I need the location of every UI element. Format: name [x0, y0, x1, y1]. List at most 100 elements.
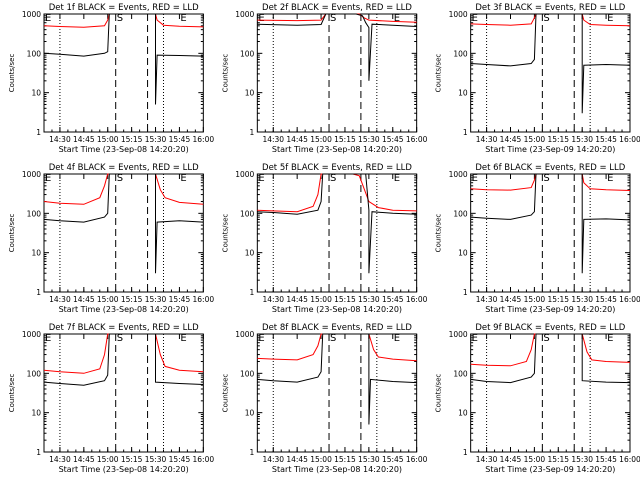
event-marker-label: S [330, 13, 336, 24]
x-tick-label: 14:45 [73, 455, 95, 464]
event-marker-label: E [180, 173, 186, 184]
lld-series-line [43, 333, 204, 374]
y-axis-label: Counts/sec [435, 214, 443, 253]
x-tick-label: 15:00 [97, 295, 119, 304]
event-marker-label: E [180, 333, 186, 344]
x-axis-label: Start Time (23-Sep-09 14:20:20) [485, 305, 615, 314]
y-tick-label: 1 [463, 128, 468, 137]
plot-frame [470, 13, 631, 133]
x-tick-label: 15:45 [595, 455, 617, 464]
x-tick-label: 15:00 [310, 455, 332, 464]
x-tick-label: 15:45 [595, 295, 617, 304]
x-tick-label: 16:00 [193, 455, 215, 464]
detector-panel-6: Det 6f BLACK = Events, RED = LLD 1 10 100 10… [435, 163, 640, 314]
x-axis-label: Start Time (23-Sep-08 14:20:20) [59, 145, 189, 154]
y-axis-label: Counts/sec [8, 374, 16, 413]
y-tick-label: 1 [463, 288, 468, 297]
plot-frame [470, 333, 631, 453]
x-tick-label: 15:00 [524, 295, 546, 304]
x-tick-label: 14:30 [49, 295, 71, 304]
y-tick-label: 10 [245, 89, 255, 98]
events-series-line [470, 333, 631, 384]
x-tick-label: 14:30 [262, 135, 284, 144]
panel-title: Det 9f BLACK = Events, RED = LLD [475, 323, 625, 333]
x-axis-label: Start Time (23-Sep-08 14:20:20) [59, 305, 189, 314]
y-tick-label: 10 [31, 409, 41, 418]
event-marker-label: S [543, 173, 549, 184]
x-tick-label: 14:45 [286, 135, 308, 144]
y-axis-label: Counts/sec [221, 54, 229, 93]
y-tick-label: 1 [36, 448, 41, 457]
event-marker-label: E [180, 13, 186, 24]
event-marker-label: E [472, 333, 478, 344]
event-marker-label: S [543, 333, 549, 344]
y-tick-label: 100 [453, 369, 468, 378]
panel-title: Det 2f BLACK = Events, RED = LLD [262, 3, 412, 13]
event-marker-label: E [258, 173, 264, 184]
x-tick-label: 16:00 [619, 295, 640, 304]
panel-title: Det 7f BLACK = Events, RED = LLD [49, 323, 199, 333]
x-tick-label: 14:30 [476, 295, 498, 304]
y-tick-label: 1000 [235, 330, 254, 339]
events-series-line [257, 13, 417, 81]
y-tick-label: 1000 [22, 170, 41, 179]
lld-series-line [43, 173, 204, 205]
y-tick-label: 1000 [235, 170, 254, 179]
plot-frame [256, 333, 418, 453]
y-tick-label: 1 [250, 128, 255, 137]
y-tick-label: 100 [453, 209, 468, 218]
x-tick-label: 15:00 [310, 135, 332, 144]
y-tick-label: 1000 [449, 330, 468, 339]
event-marker-label: S [330, 333, 336, 344]
x-tick-label: 15:45 [169, 295, 191, 304]
event-marker-label: E [394, 173, 400, 184]
y-tick-label: 1 [36, 128, 41, 137]
x-axis-label: Start Time (23-Sep-08 14:20:20) [272, 145, 402, 154]
x-tick-label: 14:45 [286, 295, 308, 304]
y-tick-label: 1 [36, 288, 41, 297]
events-series-line [257, 173, 417, 274]
x-tick-label: 14:30 [49, 455, 71, 464]
x-tick-label: 15:30 [145, 295, 167, 304]
panel-title: Det 6f BLACK = Events, RED = LLD [475, 163, 625, 173]
x-tick-label: 15:15 [334, 455, 356, 464]
y-tick-label: 1000 [449, 170, 468, 179]
plot-frame [43, 13, 204, 133]
x-tick-label: 14:45 [500, 455, 522, 464]
panel-title: Det 4f BLACK = Events, RED = LLD [49, 163, 199, 173]
plot-frame [256, 173, 418, 293]
x-tick-label: 15:00 [524, 455, 546, 464]
y-tick-label: 1000 [22, 10, 41, 19]
x-tick-label: 15:45 [595, 135, 617, 144]
x-tick-label: 15:15 [547, 135, 569, 144]
y-axis-label: Counts/sec [8, 214, 16, 253]
detector-panel-7: Det 7f BLACK = Events, RED = LLD 1 10 100 10… [8, 323, 214, 474]
event-marker-label: S [117, 13, 123, 24]
detector-panel-8: Det 8f BLACK = Events, RED = LLD 1 10 100 10… [221, 323, 427, 474]
x-tick-label: 14:30 [262, 455, 284, 464]
event-marker-label: S [543, 13, 549, 24]
x-tick-label: 15:30 [571, 135, 593, 144]
x-tick-label: 16:00 [406, 455, 428, 464]
y-tick-label: 10 [458, 409, 468, 418]
events-series-line [43, 333, 204, 386]
y-tick-label: 1000 [235, 10, 254, 19]
y-axis-label: Counts/sec [221, 374, 229, 413]
lld-series-line [257, 333, 417, 362]
plot-frame [256, 13, 418, 133]
x-tick-label: 15:30 [358, 135, 380, 144]
x-axis-label: Start Time (23-Sep-08 14:20:20) [272, 305, 402, 314]
y-axis-label: Counts/sec [8, 54, 16, 93]
x-axis-label: Start Time (23-Sep-08 14:20:20) [59, 465, 189, 474]
event-marker-label: E [472, 173, 478, 184]
x-tick-label: 16:00 [406, 295, 428, 304]
detector-panel-9: Det 9f BLACK = Events, RED = LLD 1 10 100 10… [435, 323, 640, 474]
y-tick-label: 10 [458, 249, 468, 258]
y-tick-label: 100 [240, 209, 255, 218]
y-tick-label: 100 [27, 369, 42, 378]
event-marker-label: E [394, 333, 400, 344]
x-tick-label: 15:45 [169, 135, 191, 144]
y-tick-label: 10 [31, 249, 41, 258]
event-marker-label: S [117, 173, 123, 184]
